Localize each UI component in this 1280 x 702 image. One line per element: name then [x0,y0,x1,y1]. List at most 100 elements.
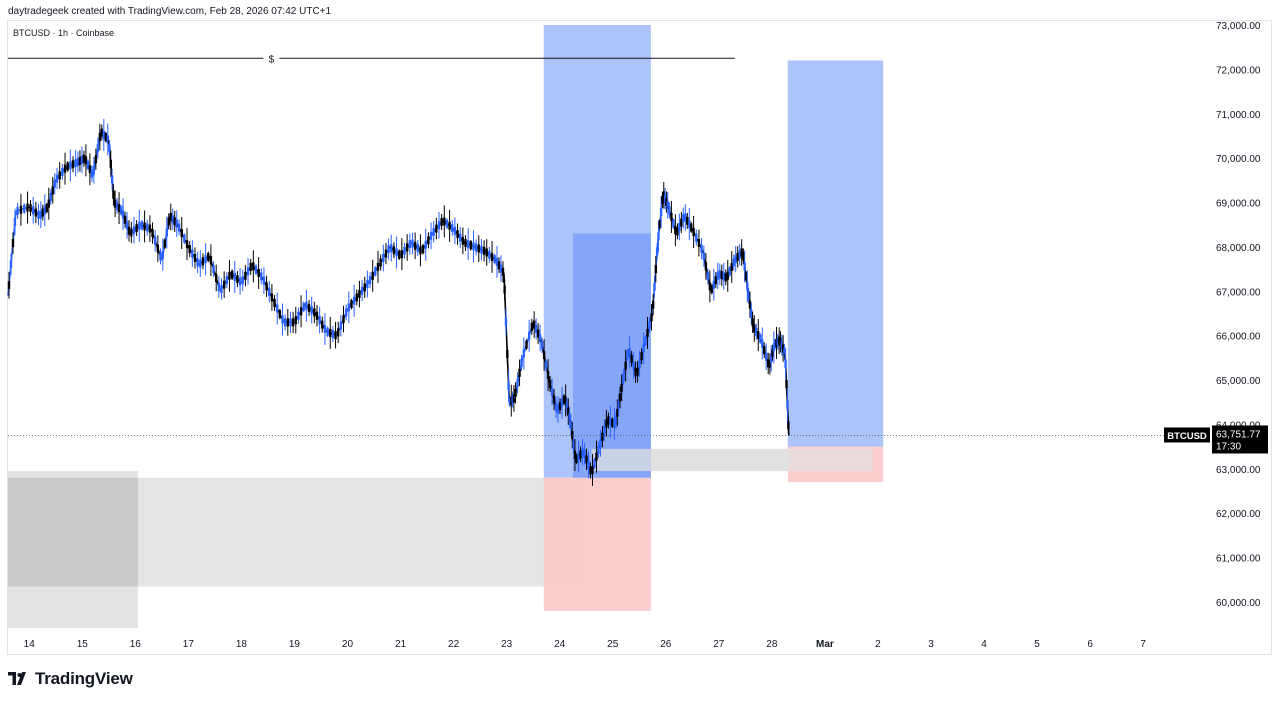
candle-body [748,300,752,309]
candle-body [45,204,48,213]
candle-body [466,240,470,249]
candle-body [215,273,218,282]
candle-body [697,239,701,248]
candle-body [146,223,149,232]
candle-body [569,421,573,430]
candle-body [757,331,760,340]
candle-body [228,271,231,280]
candle-body [403,246,406,255]
candle-body [765,352,768,361]
candle-body [554,403,558,412]
candle-body [88,165,92,174]
brand-name: TradingView [35,669,133,688]
inner-highlight-box [572,233,651,478]
candle-body [252,262,255,271]
candle-body [342,315,345,324]
candle-body [560,398,564,407]
candle-body [165,228,169,237]
candle-body [603,426,606,435]
candle-body [609,417,612,426]
candle-body [599,439,602,448]
candle-body [106,135,109,144]
candle-body [485,248,488,257]
candle-body [429,231,433,240]
candle-body [130,228,133,237]
gray-zone-small-overlay [591,448,873,472]
candle-body [220,285,223,294]
candle-body [278,310,282,319]
candle-body [19,205,23,214]
candle-body [495,257,499,266]
candle-body [334,331,337,340]
candle-body [753,324,756,333]
candle-body [779,337,782,346]
candle-body [217,282,221,291]
candle-body [616,408,619,417]
y-tick-label: 67,000.00 [1216,287,1261,298]
candle-body [688,220,691,229]
candle-body [767,359,770,368]
x-tick-label: 6 [1087,639,1093,650]
y-tick-label: 72,000.00 [1216,65,1261,76]
candle-body [55,174,59,183]
candle-body [548,379,552,388]
candle-body [110,175,114,184]
y-tick-label: 71,000.00 [1216,110,1261,121]
x-tick-label: 23 [501,639,513,650]
candle-body [658,220,661,229]
candle-body [171,215,174,224]
candle-body [695,233,698,242]
candle-body [445,219,449,228]
candle-body [480,245,483,254]
candle-body [714,276,718,285]
x-tick-label: 27 [713,639,725,650]
candle-body [413,241,417,250]
candle-body [522,349,526,358]
candle-body [453,226,457,235]
x-tick-label: 7 [1140,639,1146,650]
candle-body [440,217,443,226]
candle-body [648,321,651,330]
brand-logo[interactable]: TradingView [8,669,133,689]
candle-body [119,206,123,215]
candle-body [508,397,512,406]
candle-body [156,244,160,253]
candle-body [716,271,720,280]
candle-body [511,395,514,404]
candle-body [552,395,556,404]
candle-body [783,347,786,356]
candle-body [503,285,506,294]
candle-body [657,232,660,241]
candle-body [663,194,667,203]
candle-body [626,350,629,359]
candle-body [94,155,98,164]
candle-body [151,229,154,238]
x-tick-label: 26 [660,639,672,650]
candle-body [148,224,152,233]
zone-overlap [8,477,138,587]
candle-body [398,250,401,259]
candle-body [109,159,112,168]
candle-body [318,316,321,325]
candle-body [47,199,50,208]
candle-body [784,359,787,368]
candle-body [331,330,335,339]
candle-body [448,221,451,230]
candle-body [661,195,664,204]
candle-body [424,240,427,249]
candle-body [530,322,534,331]
candle-body [161,250,165,259]
candle-body [112,190,115,199]
candle-body [302,302,305,311]
candle-body [472,242,475,251]
candle-body [704,262,708,271]
candle-body [49,192,52,201]
candle-body [23,204,26,213]
candle-body [579,450,582,459]
candle-body [777,336,781,345]
candle-body [276,304,279,313]
candle-body [632,361,635,370]
chart-panel[interactable] [7,20,1272,655]
candle-body [92,166,96,175]
